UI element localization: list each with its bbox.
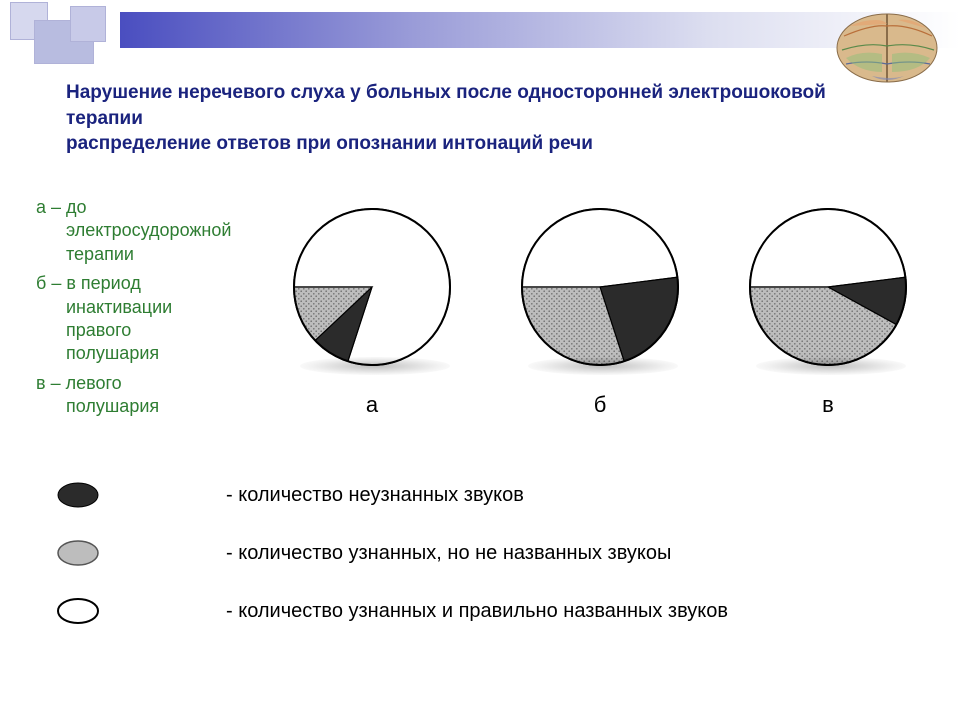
side-legend-key: б [36,273,46,293]
pie-chart: а [290,205,454,418]
pie-shadow [300,357,450,375]
side-legend-text: в период инактивации правого полушария [66,273,172,363]
legend-swatch-recognized_not_named [50,538,106,568]
pie-slice-recognized_named [750,209,905,287]
legend-text: - количество узнанных и правильно назван… [226,600,728,623]
side-legend-item: в – левого полушария [20,372,218,419]
side-legend-key: а [36,197,46,217]
pie-slice-recognized_named [522,209,677,287]
legend-row: - количество узнанных, но не названных з… [50,538,920,568]
bottom-legend: - количество неузнанных звуков - количес… [50,480,920,654]
corner-square [70,6,106,42]
title-line-2: распределение ответов при опознании инто… [66,131,850,157]
legend-swatch-recognized_named [50,596,106,626]
title-line-1: Нарушение неречевого слуха у больных пос… [66,80,850,131]
legend-text: - количество узнанных, но не названных з… [226,542,671,565]
side-legend-text: левого полушария [66,373,160,416]
pie-shadow [756,357,906,375]
pie-charts-row: а б [290,205,910,418]
pie-label: б [518,392,682,418]
side-legend-text: до электросудорожной терапии [66,197,231,264]
legend-swatch-unrecognized [50,480,106,510]
legend-row: - количество неузнанных звуков [50,480,920,510]
pie-shadow [528,357,678,375]
pie-chart: в [746,205,910,418]
top-banner [0,0,960,58]
side-legend-item: б – в период инактивации правого полушар… [20,272,218,366]
legend-text: - количество неузнанных звуков [226,484,524,507]
side-legend: а – до электросудорожной терапии б – в п… [20,196,218,425]
pie-chart: б [518,205,682,418]
pie-label: в [746,392,910,418]
side-legend-key: в [36,373,46,393]
legend-row: - количество узнанных и правильно назван… [50,596,920,626]
brain-illustration [832,6,942,86]
pie-label: а [290,392,454,418]
side-legend-item: а – до электросудорожной терапии [20,196,218,266]
slide-title: Нарушение неречевого слуха у больных пос… [66,80,850,157]
